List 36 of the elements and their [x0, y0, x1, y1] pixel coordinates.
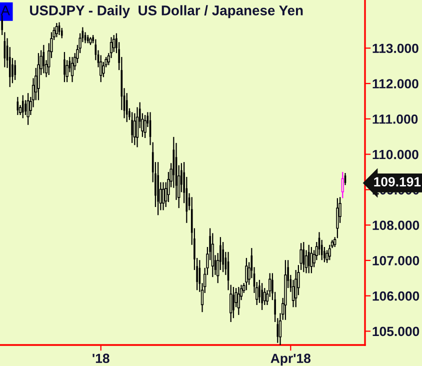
- y-tick-label: 111.000: [372, 114, 418, 124]
- candlestick: [131, 112, 133, 144]
- candlestick: [26, 92, 30, 126]
- text: 109.191: [374, 177, 421, 186]
- candlestick: [308, 244, 310, 274]
- candlestick: [294, 269, 298, 308]
- chart-title: USDJPY - Daily US Dollar / Japanese Yen: [30, 5, 303, 18]
- y-tick-label: 112.000: [372, 79, 418, 88]
- candlestick: [237, 286, 240, 316]
- y-tick-label: 108.000: [372, 220, 420, 230]
- candlestick: [64, 51, 66, 83]
- candlestick: [37, 52, 40, 101]
- annotation: A: [0, 6, 10, 16]
- candlestick: [310, 246, 313, 274]
- candlestick: [263, 287, 266, 306]
- candlestick: [232, 286, 234, 319]
- y-tick-label: 105.000: [372, 326, 420, 336]
- candlestick: [162, 182, 165, 211]
- x-tick-label: Apr'18: [270, 354, 311, 366]
- y-tick-label: 106.000: [372, 291, 420, 301]
- y-tick-label: 110.000: [372, 150, 418, 160]
- candlestick: [245, 257, 248, 291]
- candlestick: [14, 60, 16, 81]
- candlestick: [328, 244, 331, 261]
- candlestick: [261, 282, 263, 311]
- y-tick-label: 107.000: [372, 256, 420, 266]
- x-tick-label: '18: [92, 354, 110, 364]
- candlestick: [70, 56, 74, 83]
- candlestick: [22, 94, 24, 119]
- candlestick: [341, 171, 344, 199]
- candlestick: [55, 22, 58, 38]
- candlestick: [222, 241, 224, 273]
- candlestick: [144, 114, 146, 139]
- candlestick: [136, 106, 139, 148]
- y-tick-label: 113.000: [372, 44, 418, 54]
- candlestick: [302, 241, 305, 273]
